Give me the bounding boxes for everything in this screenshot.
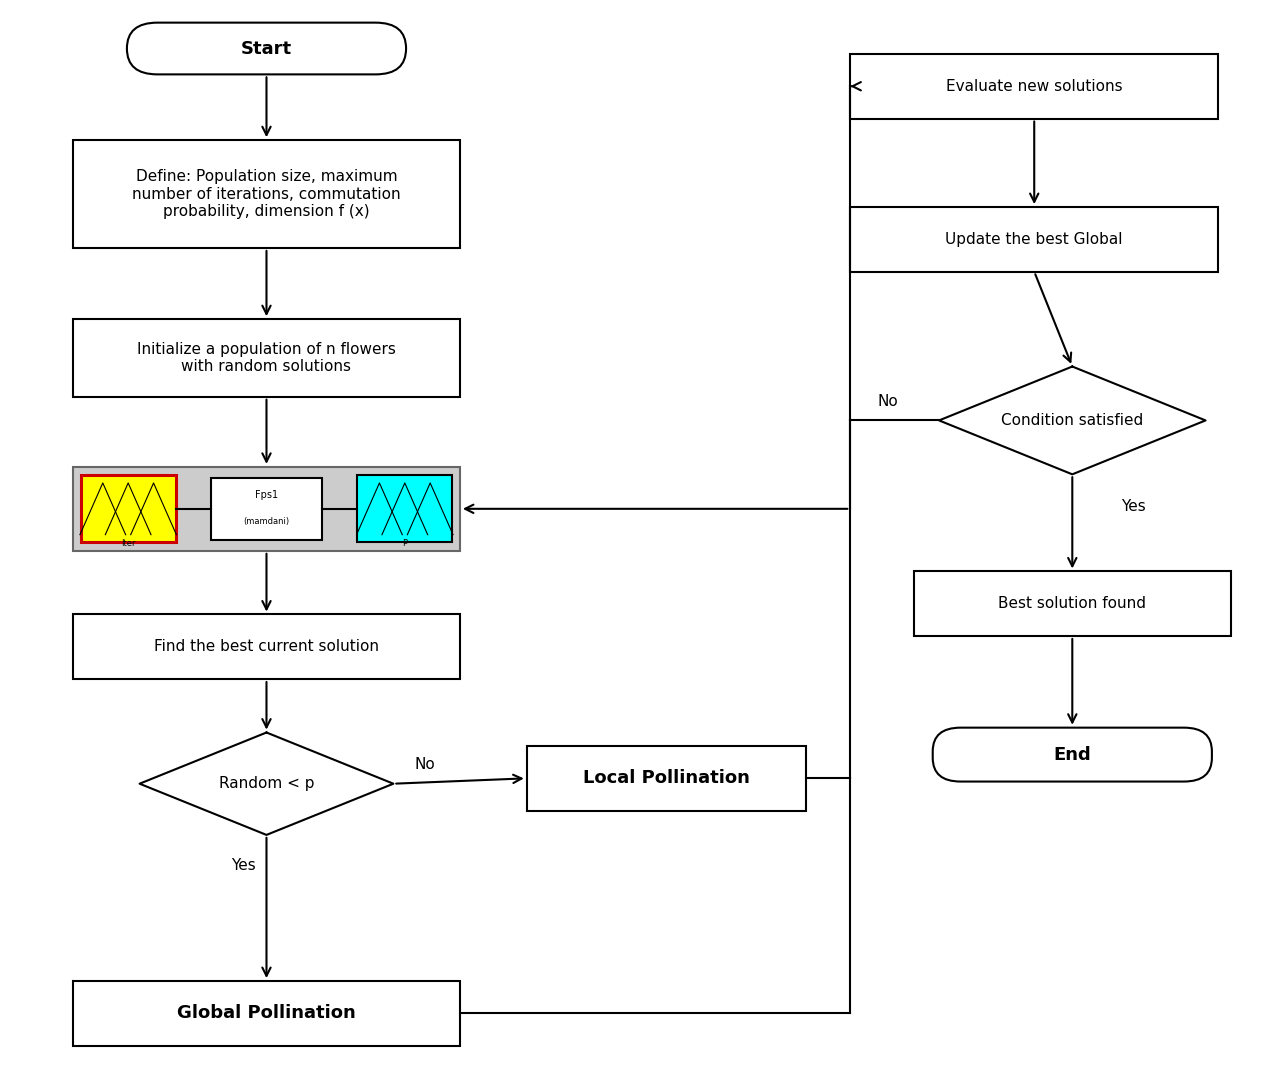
Bar <box>358 475 453 542</box>
Bar <box>74 981 461 1046</box>
Polygon shape <box>140 733 393 834</box>
Bar <box>914 571 1231 636</box>
Polygon shape <box>939 367 1206 474</box>
Text: Random < p: Random < p <box>218 776 315 791</box>
Bar <box>74 140 461 248</box>
Text: Global Pollination: Global Pollination <box>178 1005 355 1022</box>
Bar <box>74 614 461 679</box>
Text: Fps1: Fps1 <box>255 489 278 500</box>
FancyBboxPatch shape <box>933 728 1212 782</box>
Bar <box>211 478 322 540</box>
Bar <box>850 207 1218 272</box>
Bar <box>527 746 806 811</box>
Text: No: No <box>878 393 898 409</box>
FancyBboxPatch shape <box>127 23 406 74</box>
Text: Start: Start <box>241 40 292 57</box>
Text: P: P <box>402 539 407 548</box>
Bar <box>74 467 461 551</box>
Bar <box>74 319 461 397</box>
Text: Iter: Iter <box>121 539 136 548</box>
Text: Define: Population size, maximum
number of iterations, commutation
probability, : Define: Population size, maximum number … <box>132 169 401 219</box>
Bar <box>850 54 1218 119</box>
Text: Yes: Yes <box>231 858 256 872</box>
Text: Best solution found: Best solution found <box>999 596 1146 611</box>
Text: No: No <box>415 757 435 772</box>
Bar <box>81 475 175 542</box>
Text: Yes: Yes <box>1121 499 1146 514</box>
Text: Evaluate new solutions: Evaluate new solutions <box>945 79 1123 94</box>
Text: Condition satisfied: Condition satisfied <box>1001 413 1143 428</box>
Text: Update the best Global: Update the best Global <box>945 232 1123 247</box>
Text: Initialize a population of n flowers
with random solutions: Initialize a population of n flowers wit… <box>137 342 396 374</box>
Text: Find the best current solution: Find the best current solution <box>154 639 379 654</box>
Text: (mamdani): (mamdani) <box>244 517 289 526</box>
Text: Local Pollination: Local Pollination <box>582 770 750 787</box>
Text: End: End <box>1053 746 1091 763</box>
